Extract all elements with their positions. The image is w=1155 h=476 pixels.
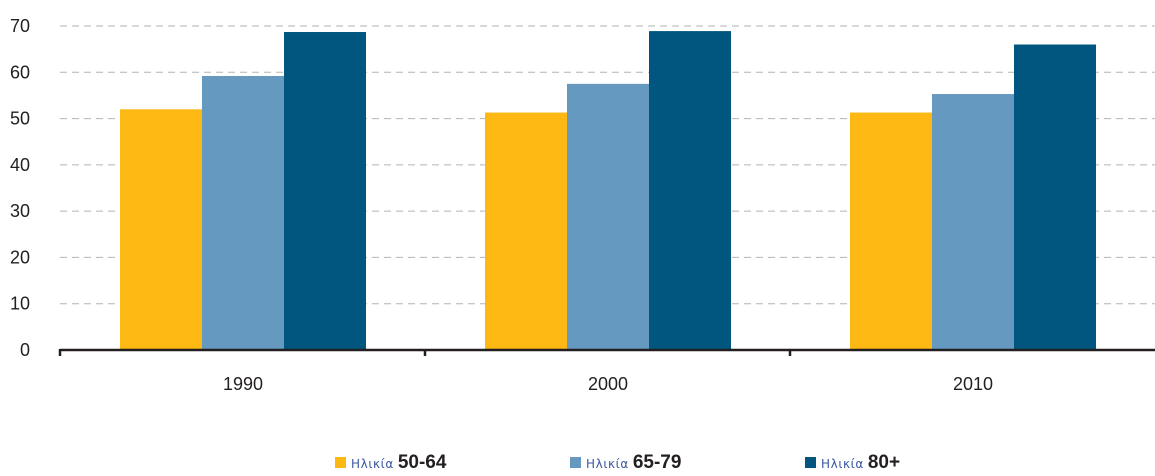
- y-tick-label: 20: [10, 247, 30, 267]
- bar-2010-65-79: [932, 94, 1014, 350]
- y-axis: 0 10 20 30 40 50 60 70: [10, 16, 30, 360]
- legend-prefix: Ηλικία: [351, 457, 394, 471]
- bar-2000-65-79: [567, 83, 649, 350]
- bars: [120, 31, 1096, 351]
- legend-range: 80+: [867, 452, 901, 473]
- legend-item-80-plus: Ηλικία 80+: [805, 452, 900, 474]
- legend-prefix: Ηλικία: [821, 457, 864, 471]
- y-tick-label: 0: [20, 340, 30, 360]
- legend-swatch-65-79: [570, 457, 581, 468]
- legend-prefix: Ηλικία: [586, 457, 629, 471]
- x-tick-label: 2000: [588, 374, 628, 394]
- bar-2000-80-plus: [649, 31, 731, 350]
- y-tick-label: 60: [10, 62, 30, 82]
- y-tick-label: 50: [10, 109, 30, 129]
- bar-2000-50-64: [485, 112, 567, 350]
- y-tick-label: 40: [10, 155, 30, 175]
- x-axis: 1990 2000 2010: [58, 348, 1155, 394]
- bar-1990-80-plus: [284, 32, 366, 350]
- y-tick-label: 10: [10, 294, 30, 314]
- legend-swatch-80-plus: [805, 457, 816, 468]
- y-tick-label: 30: [10, 201, 30, 221]
- legend-range: 50-64: [397, 452, 447, 473]
- x-tick-label: 1990: [223, 374, 263, 394]
- x-tick-label: 2010: [953, 374, 993, 394]
- y-tick-label: 70: [10, 16, 30, 36]
- bar-1990-50-64: [120, 109, 202, 350]
- legend: Ηλικία 50-64 Ηλικία 65-79 Ηλικία 80+: [0, 452, 1155, 476]
- legend-swatch-50-64: [335, 457, 346, 468]
- bar-2010-50-64: [850, 112, 932, 350]
- bar-2010-80-plus: [1014, 44, 1096, 351]
- legend-item-65-79: Ηλικία 65-79: [570, 452, 681, 474]
- legend-item-50-64: Ηλικία 50-64: [335, 452, 446, 474]
- legend-range: 65-79: [632, 452, 682, 473]
- bar-1990-65-79: [202, 75, 284, 350]
